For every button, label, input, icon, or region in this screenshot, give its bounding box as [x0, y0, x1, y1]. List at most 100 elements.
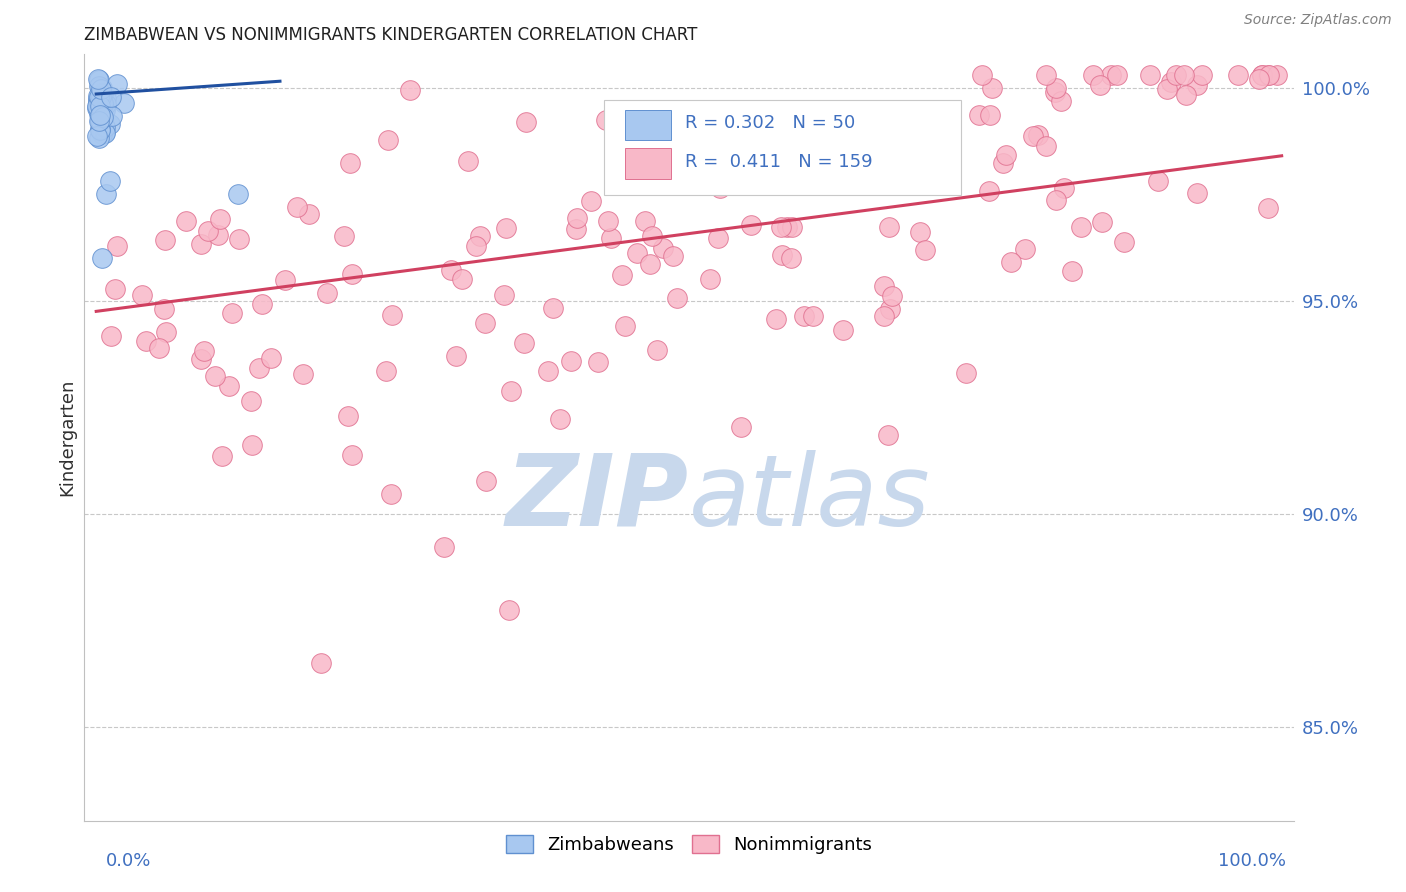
Point: [440, 263, 463, 277]
Point: [94, 124, 117, 138]
Point: [94, 120, 117, 135]
Point: [844, 176, 866, 190]
FancyBboxPatch shape: [605, 100, 962, 195]
Point: [955, 366, 977, 380]
Point: [91, 97, 114, 112]
Point: [90, 81, 112, 95]
Point: [599, 231, 621, 245]
Point: [1257, 68, 1279, 82]
Point: [560, 353, 582, 368]
Point: [495, 220, 517, 235]
Point: [250, 297, 273, 311]
Point: [94, 126, 117, 140]
Point: [928, 172, 950, 186]
Point: [91, 251, 114, 265]
Point: [342, 448, 364, 462]
Point: [1045, 193, 1067, 207]
Point: [89, 112, 111, 127]
Point: [86, 98, 108, 112]
Point: [730, 419, 752, 434]
Point: [537, 364, 560, 378]
Point: [93, 86, 115, 100]
Point: [152, 302, 174, 317]
Point: [155, 326, 177, 340]
Point: [565, 222, 588, 236]
Point: [89, 108, 111, 122]
Point: [86, 101, 108, 115]
Point: [613, 319, 636, 334]
Point: [1174, 88, 1197, 103]
Point: [87, 72, 110, 87]
Text: R = 0.302   N = 50: R = 0.302 N = 50: [685, 114, 856, 132]
Point: [1090, 215, 1112, 229]
Point: [761, 173, 783, 187]
Point: [770, 219, 793, 234]
Point: [475, 474, 498, 488]
Point: [89, 95, 111, 109]
Point: [734, 175, 756, 189]
Point: [204, 369, 226, 384]
Point: [291, 368, 314, 382]
Point: [285, 200, 308, 214]
Point: [380, 487, 402, 501]
Point: [240, 438, 263, 452]
Point: [707, 231, 730, 245]
Point: [105, 239, 128, 253]
Point: [105, 77, 128, 91]
Point: [87, 88, 110, 103]
Point: [879, 301, 901, 316]
Point: [747, 152, 769, 166]
Point: [638, 257, 661, 271]
Point: [699, 272, 721, 286]
Point: [1114, 235, 1136, 249]
Point: [1156, 82, 1178, 96]
Point: [176, 214, 198, 228]
Point: [309, 656, 332, 670]
Point: [91, 111, 114, 125]
Point: [87, 90, 110, 104]
Point: [1257, 201, 1279, 215]
Point: [991, 156, 1014, 170]
Point: [626, 246, 648, 260]
Point: [90, 81, 112, 95]
Point: [209, 212, 232, 227]
Point: [90, 95, 112, 110]
Point: [465, 239, 488, 253]
Point: [94, 91, 117, 105]
Point: [1105, 68, 1128, 82]
Point: [337, 409, 360, 423]
Point: [87, 130, 110, 145]
Point: [740, 219, 762, 233]
Point: [776, 220, 799, 235]
Point: [239, 394, 262, 409]
Point: [87, 101, 110, 115]
Point: [211, 450, 233, 464]
Point: [666, 291, 689, 305]
Point: [100, 174, 122, 188]
Point: [339, 156, 361, 170]
Point: [100, 328, 122, 343]
Point: [492, 288, 515, 302]
Point: [247, 360, 270, 375]
Point: [131, 288, 153, 302]
Point: [86, 129, 108, 144]
Point: [218, 379, 240, 393]
Legend: Zimbabweans, Nonimmigrants: Zimbabweans, Nonimmigrants: [498, 828, 880, 862]
Point: [765, 312, 787, 326]
Point: [1139, 68, 1161, 82]
Text: Source: ZipAtlas.com: Source: ZipAtlas.com: [1244, 13, 1392, 28]
Point: [541, 301, 564, 316]
Point: [1035, 139, 1057, 153]
Point: [274, 273, 297, 287]
Point: [100, 89, 122, 103]
Point: [1147, 174, 1170, 188]
Point: [1160, 74, 1182, 88]
Point: [90, 127, 112, 141]
Point: [474, 316, 496, 330]
Point: [87, 78, 110, 93]
Point: [1026, 128, 1049, 143]
Point: [87, 113, 110, 128]
Point: [918, 176, 941, 190]
Bar: [624, 148, 671, 178]
Point: [515, 114, 537, 128]
